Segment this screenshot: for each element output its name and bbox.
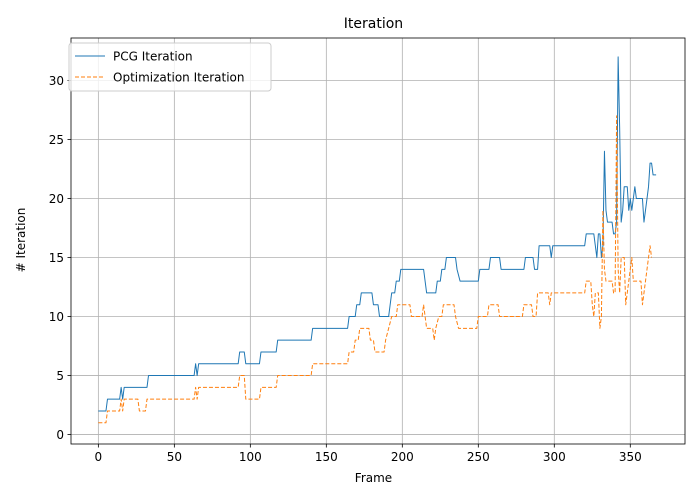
legend: PCG Iteration Optimization Iteration bbox=[68, 42, 272, 92]
x-tick-label: 300 bbox=[543, 450, 566, 464]
x-tick-label: 150 bbox=[315, 450, 338, 464]
x-axis-ticks: 0 50 100 150 200 250 300 350 bbox=[95, 444, 642, 464]
y-tick-label: 10 bbox=[49, 310, 64, 324]
x-axis-label: Frame bbox=[355, 471, 392, 485]
legend-label-optimization: Optimization Iteration bbox=[113, 71, 244, 85]
grid bbox=[71, 38, 685, 444]
chart-title: Iteration bbox=[344, 16, 403, 32]
series-layer bbox=[98, 56, 657, 424]
series-line-optimization-iteration bbox=[98, 115, 653, 424]
y-tick-label: 20 bbox=[49, 192, 64, 206]
x-tick-label: 0 bbox=[95, 450, 103, 464]
legend-label-pcg: PCG Iteration bbox=[113, 50, 193, 64]
y-axis-ticks: 0 5 10 15 20 25 30 bbox=[49, 74, 71, 442]
y-tick-label: 15 bbox=[49, 251, 64, 265]
y-tick-label: 25 bbox=[49, 133, 64, 147]
legend-box bbox=[68, 42, 272, 92]
x-tick-label: 100 bbox=[239, 450, 262, 464]
y-axis-label: # Iteration bbox=[14, 208, 28, 273]
x-tick-label: 200 bbox=[391, 450, 414, 464]
plot-frame bbox=[70, 37, 686, 445]
y-tick-label: 30 bbox=[49, 74, 64, 88]
x-tick-label: 350 bbox=[619, 450, 642, 464]
x-tick-label: 50 bbox=[167, 450, 182, 464]
x-tick-label: 250 bbox=[467, 450, 490, 464]
series-line-pcg-iteration bbox=[98, 56, 657, 412]
y-tick-label: 5 bbox=[56, 369, 64, 383]
y-tick-label: 0 bbox=[56, 428, 64, 442]
